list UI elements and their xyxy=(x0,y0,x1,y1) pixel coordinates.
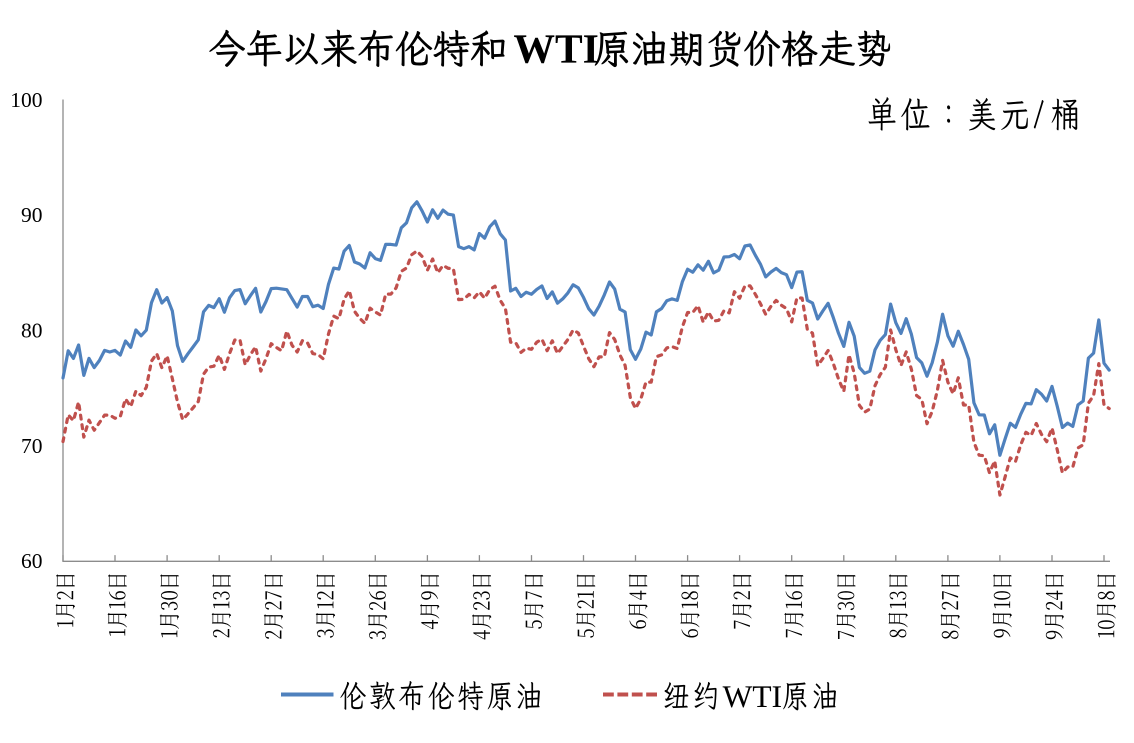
svg-text:90: 90 xyxy=(21,203,43,227)
svg-text:100: 100 xyxy=(10,88,42,112)
svg-text:70: 70 xyxy=(21,434,43,458)
svg-text:80: 80 xyxy=(21,319,43,343)
svg-text:60: 60 xyxy=(21,549,43,573)
